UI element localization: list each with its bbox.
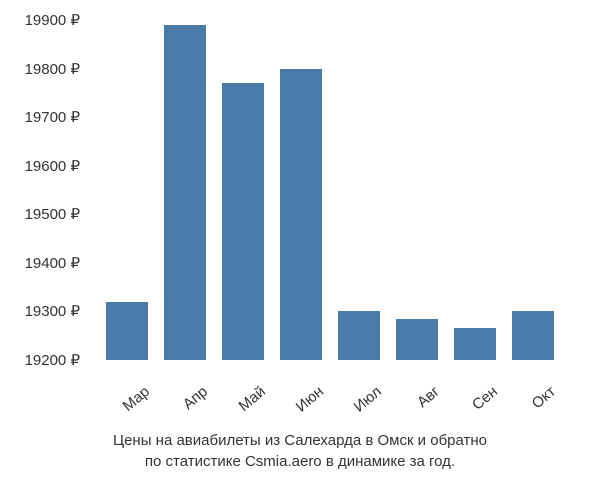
y-tick-label: 19800 ₽ xyxy=(25,60,80,78)
bar xyxy=(106,302,148,360)
bar xyxy=(280,69,322,360)
chart-caption: Цены на авиабилеты из Салехарда в Омск и… xyxy=(0,430,600,472)
plot-area xyxy=(90,20,570,360)
bar xyxy=(454,328,496,360)
caption-line-1: Цены на авиабилеты из Салехарда в Омск и… xyxy=(113,432,487,449)
bar xyxy=(222,83,264,360)
y-tick-label: 19200 ₽ xyxy=(25,351,80,369)
bar xyxy=(512,311,554,360)
y-axis: 19200 ₽19300 ₽19400 ₽19500 ₽19600 ₽19700… xyxy=(0,20,85,360)
bar xyxy=(164,25,206,360)
y-tick-label: 19300 ₽ xyxy=(25,302,80,320)
chart-container: 19200 ₽ 19300 ₽ 19400 ₽ 19500 ₽ 19600 ₽ 19700… xyxy=(0,0,600,500)
y-tick-label: 19700 ₽ xyxy=(25,108,80,126)
y-tick-label: 19500 ₽ xyxy=(25,205,80,223)
caption-line-2: по статистике Csmia.aero в динамике за г… xyxy=(145,453,455,470)
bars-group xyxy=(90,20,570,360)
bar xyxy=(396,319,438,360)
y-tick-label: 19400 ₽ xyxy=(25,254,80,272)
x-axis: МарАпрМайИюнИюлАвгСенОкт xyxy=(90,365,570,425)
bar xyxy=(338,311,380,360)
y-tick-label: 19900 ₽ xyxy=(25,11,80,29)
y-tick-label: 19600 ₽ xyxy=(25,157,80,175)
